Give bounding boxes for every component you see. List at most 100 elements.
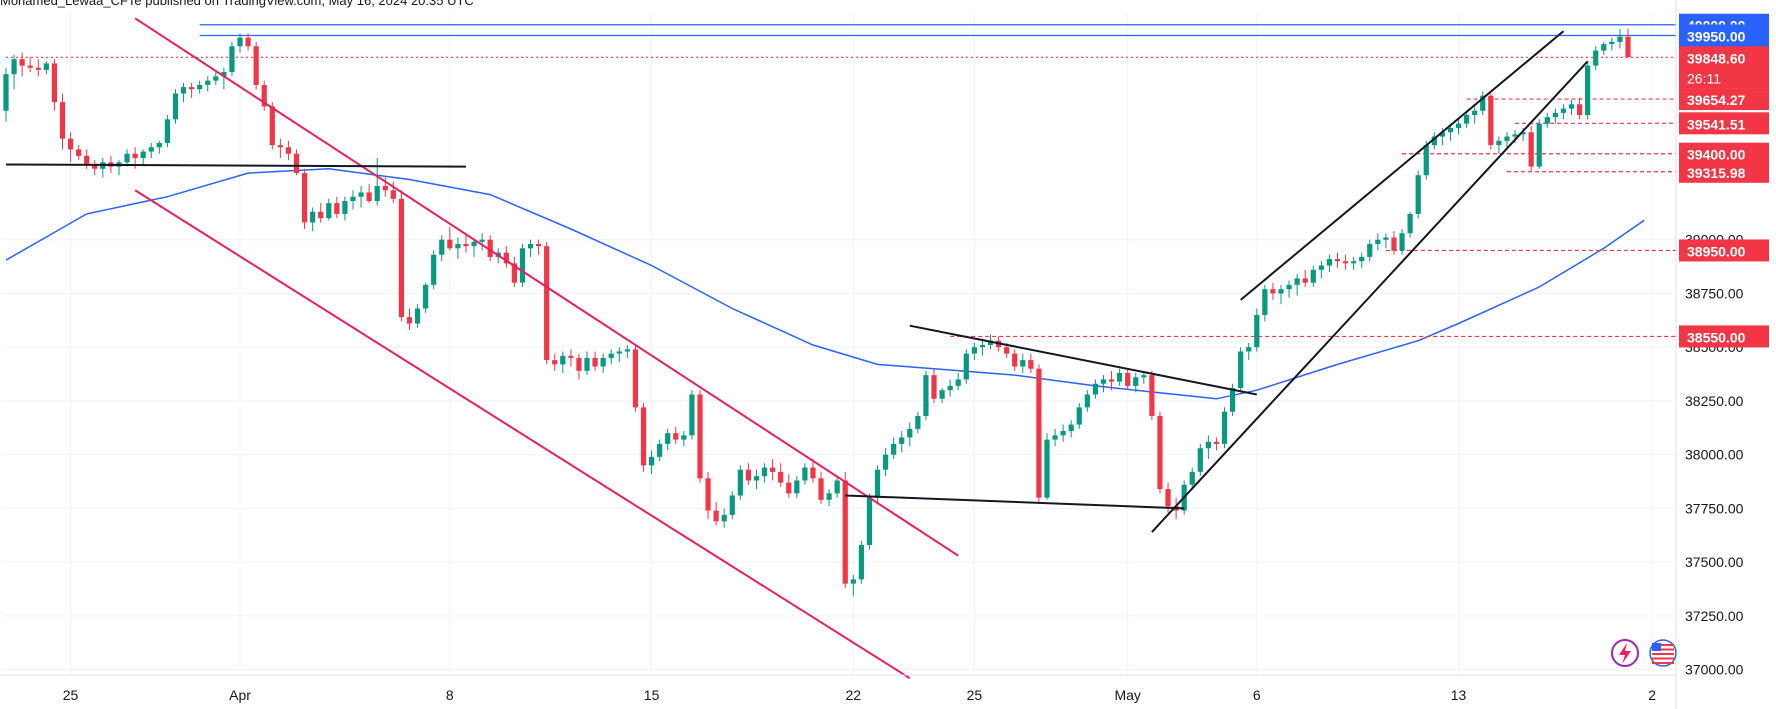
candle-body	[1189, 471, 1195, 485]
candle-body	[342, 201, 348, 214]
candle-body	[358, 192, 364, 197]
candle-body	[979, 345, 986, 348]
candle-body	[197, 84, 203, 90]
x-tick-label: 25	[63, 687, 79, 703]
candle-body	[842, 480, 848, 584]
trendline-channel-lower	[134, 189, 911, 680]
candle-body	[915, 415, 921, 429]
candle-body	[414, 308, 421, 324]
candle-body	[479, 239, 485, 242]
candle-body	[1076, 407, 1082, 425]
candle-body	[253, 46, 259, 85]
candle-body	[1004, 347, 1010, 354]
candle-body	[947, 385, 953, 391]
candle-body	[713, 510, 719, 522]
ema-label[interactable]: EMA (100, close)	[14, 52, 129, 69]
candle-body	[350, 196, 356, 202]
candle-body	[92, 164, 98, 169]
candle-body	[1585, 65, 1591, 116]
candle-body	[1092, 383, 1099, 395]
candle-body	[3, 74, 9, 111]
candle-body	[463, 244, 469, 247]
candle-body	[761, 467, 768, 477]
candle-body	[382, 185, 388, 191]
candle-body	[59, 102, 66, 139]
candle-body	[1359, 256, 1365, 262]
candle-body	[1165, 489, 1171, 507]
candle-body	[1625, 36, 1631, 58]
candle-body	[503, 252, 509, 264]
symbol-title[interactable]: Dow Jones Industrial Average Index, 4h, …	[14, 28, 373, 45]
candle-body	[471, 241, 477, 247]
x-tick-label: 13	[1451, 687, 1467, 703]
candle-body	[899, 437, 905, 444]
x-tick-label: 25	[967, 687, 983, 703]
candle-body	[640, 407, 647, 466]
candle-body	[907, 428, 913, 438]
candle-body	[84, 155, 90, 165]
candle-body	[1383, 237, 1389, 240]
publisher-line: Mohamed_Lewaa_CFTe published on TradingV…	[0, 0, 474, 8]
candles-group	[3, 28, 1631, 597]
candle-body	[406, 317, 413, 324]
candle-body	[1246, 347, 1252, 352]
price-label-text: 39400.00	[1687, 147, 1746, 163]
candle-body	[1528, 132, 1534, 167]
ohlc-close: 39848.60	[618, 28, 682, 45]
candle-body	[923, 375, 929, 416]
candle-body	[148, 147, 154, 152]
candle-body	[221, 72, 227, 77]
candle-body	[1173, 506, 1179, 511]
candle-body	[1407, 213, 1413, 234]
candle-body	[1552, 112, 1558, 118]
candle-body	[616, 351, 622, 354]
candle-body	[1302, 278, 1308, 283]
candle-body	[495, 252, 501, 257]
trendline-triangle-top	[909, 324, 1257, 396]
price-label-badge	[1679, 112, 1769, 135]
candle-body	[858, 544, 864, 580]
candle-body	[431, 254, 437, 285]
candle-body	[1423, 145, 1429, 176]
candle-body	[1133, 377, 1139, 386]
candle-body	[1036, 368, 1042, 498]
candle-body	[423, 284, 429, 309]
currency-button[interactable]: USD	[1688, 22, 1768, 54]
candle-body	[1238, 351, 1244, 389]
candle-body	[67, 138, 74, 150]
candle-body	[301, 173, 308, 223]
y-tick-label: 37500.00	[1685, 554, 1744, 570]
ohlc-open-label: O	[376, 28, 389, 45]
candle-body	[1068, 424, 1074, 432]
candle-body	[1617, 36, 1623, 42]
candle-body	[1157, 415, 1163, 490]
candle-body	[1568, 104, 1575, 109]
candle-body	[657, 443, 663, 457]
candle-body	[1318, 265, 1324, 270]
candle-body	[390, 190, 396, 199]
candle-body	[527, 244, 534, 249]
candle-body	[326, 203, 332, 219]
candle-body	[124, 153, 130, 163]
candle-body	[229, 46, 235, 73]
candle-body	[697, 394, 703, 479]
candle-body	[608, 353, 614, 358]
candle-body	[1601, 44, 1607, 51]
x-tick-label: 6	[1253, 687, 1261, 703]
candle-body	[100, 162, 106, 169]
candle-body	[1310, 269, 1316, 283]
candle-body	[560, 355, 566, 365]
candle-body	[76, 149, 82, 156]
candle-body	[882, 454, 889, 470]
candle-body	[624, 349, 630, 352]
candle-body	[745, 469, 752, 481]
candle-body	[552, 360, 558, 365]
candle-body	[261, 84, 267, 107]
candle-body	[850, 579, 856, 584]
candle-body	[802, 467, 808, 481]
ohlc-high-label: H	[455, 28, 466, 45]
candle-body	[1512, 134, 1518, 137]
y-tick-label: 39000.00	[1685, 232, 1744, 248]
